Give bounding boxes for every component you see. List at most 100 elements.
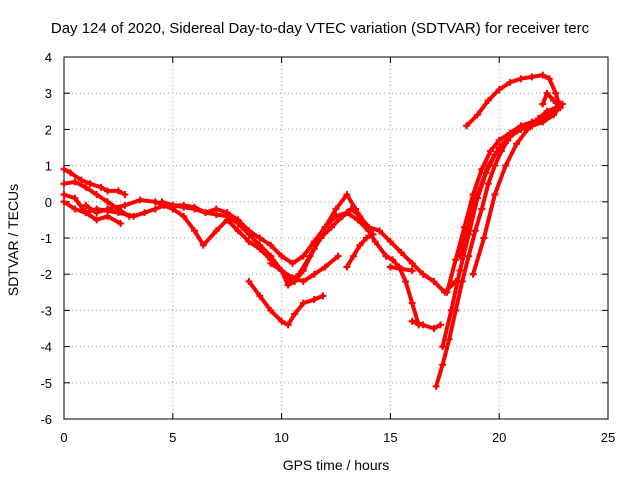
- x-tick-label: 25: [601, 430, 615, 445]
- data-point: [502, 162, 510, 170]
- data-point: [397, 248, 405, 256]
- data-point: [543, 89, 551, 97]
- data-point: [223, 216, 231, 224]
- data-point: [382, 252, 390, 260]
- grid-lines: [64, 57, 608, 419]
- data-point: [445, 335, 453, 343]
- data-point: [376, 227, 384, 235]
- data-point: [469, 270, 477, 278]
- x-tick-label: 15: [383, 430, 397, 445]
- data-point: [471, 227, 479, 235]
- data-point: [245, 238, 253, 246]
- data-point: [86, 180, 94, 188]
- data-point: [136, 196, 144, 204]
- data-point: [484, 162, 492, 170]
- data-point: [550, 96, 558, 104]
- data-point: [284, 281, 292, 289]
- data-point: [419, 321, 427, 329]
- series-track-1: [60, 165, 129, 199]
- data-point: [93, 191, 101, 199]
- data-point: [267, 259, 275, 267]
- data-point: [495, 136, 503, 144]
- data-point: [539, 100, 547, 108]
- series-track-4: [60, 191, 125, 228]
- series-line: [83, 192, 388, 288]
- data-point: [517, 75, 525, 83]
- data-point: [141, 209, 149, 217]
- data-point: [436, 321, 444, 329]
- series-line: [464, 73, 563, 128]
- data-point: [506, 78, 514, 86]
- data-point: [117, 220, 125, 228]
- data-point: [299, 252, 307, 260]
- y-tick-label: 0: [45, 195, 52, 210]
- series-line: [471, 102, 563, 277]
- data-point: [245, 227, 253, 235]
- data-point: [60, 165, 68, 173]
- series-line: [247, 279, 325, 327]
- data-point: [104, 187, 112, 195]
- data-point: [310, 296, 318, 304]
- data-point: [484, 96, 492, 104]
- data-point: [408, 267, 416, 275]
- series-line: [434, 138, 510, 389]
- data-point: [71, 205, 79, 213]
- series-track-13: [432, 136, 512, 390]
- data-point: [291, 310, 299, 318]
- data-point: [328, 223, 336, 231]
- data-point: [356, 241, 364, 249]
- y-tick-label: -5: [40, 376, 52, 391]
- y-tick-label: -1: [40, 231, 52, 246]
- data-point: [478, 205, 486, 213]
- series-line: [445, 105, 563, 295]
- data-point: [310, 238, 318, 246]
- data-point: [389, 256, 397, 264]
- data-point: [104, 205, 112, 213]
- data-point: [321, 223, 329, 231]
- series-track-11: [408, 317, 444, 332]
- data-point: [439, 343, 447, 351]
- series-track-12: [386, 263, 416, 275]
- series-track-8: [267, 252, 342, 285]
- data-point: [191, 227, 199, 235]
- data-point: [443, 288, 451, 296]
- data-point: [534, 115, 542, 123]
- data-point: [408, 259, 416, 267]
- x-axis-label: GPS time / hours: [283, 457, 390, 473]
- data-point: [321, 263, 329, 271]
- data-point: [77, 176, 85, 184]
- data-point: [158, 198, 166, 206]
- data-point: [278, 267, 286, 275]
- y-tick-label: 3: [45, 86, 52, 101]
- data-point: [371, 238, 379, 246]
- data-point: [447, 306, 455, 314]
- data-point: [180, 212, 188, 220]
- data-point: [473, 111, 481, 119]
- data-point: [278, 317, 286, 325]
- data-point: [332, 205, 340, 213]
- data-point: [365, 227, 373, 235]
- data-point: [332, 212, 340, 220]
- data-point: [310, 245, 318, 253]
- data-point: [267, 306, 275, 314]
- data-point: [199, 241, 207, 249]
- data-point: [495, 86, 503, 94]
- data-point: [82, 201, 90, 209]
- data-point: [545, 75, 553, 83]
- data-point: [354, 216, 362, 224]
- data-point: [104, 212, 112, 220]
- data-point: [495, 144, 503, 151]
- data-point: [458, 277, 466, 285]
- data-point: [402, 277, 410, 285]
- data-point: [278, 252, 286, 260]
- data-point: [349, 252, 357, 260]
- data-point: [299, 267, 307, 275]
- data-point: [284, 321, 292, 329]
- data-point: [71, 178, 79, 186]
- data-point: [465, 252, 473, 260]
- data-point: [114, 187, 122, 195]
- data-point: [465, 220, 473, 228]
- data-point: [430, 325, 438, 332]
- series-track-9: [343, 230, 377, 271]
- series-group: [60, 71, 566, 390]
